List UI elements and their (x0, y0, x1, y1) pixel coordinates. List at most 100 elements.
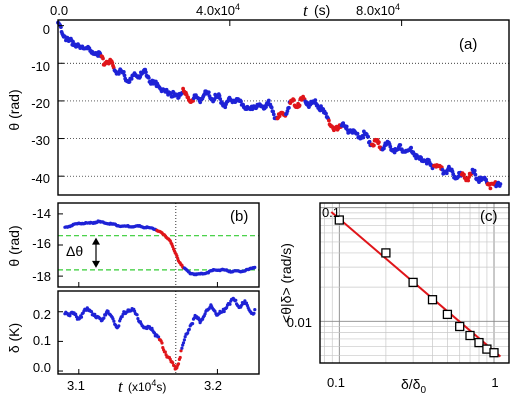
delta-theta-arrow-head-down (92, 260, 100, 268)
panel-c-data-point (427, 295, 438, 305)
panel-delta-data-point (172, 364, 176, 368)
panel-c-data-point (455, 321, 465, 332)
panel-a-data-point (129, 77, 134, 81)
panel-a-data-point (462, 172, 466, 177)
panel-b-ticks (58, 213, 218, 287)
panel-delta-data-point (244, 301, 249, 305)
panel-a-data-point (269, 105, 274, 110)
panel-a-ytick-label: 0 (43, 22, 50, 37)
panel-c-data-point (465, 330, 475, 341)
panel-a-data-point (271, 112, 276, 117)
panel-c-data-point (442, 309, 453, 320)
panel-a-data-point (271, 109, 275, 114)
panel-b-label: (b) (230, 208, 248, 225)
panel-c-data-point (381, 248, 391, 258)
panel-delta-data-point (182, 338, 186, 342)
panel-delta-data-point (176, 362, 181, 366)
panel-delta-data-point (234, 298, 238, 302)
panel-delta-data-point (112, 319, 116, 323)
panel-delta-data-point (171, 361, 175, 365)
panel-delta-data (63, 291, 257, 374)
panel-c-ytick-label: 0.1 (322, 205, 340, 220)
panel-a-data-point (146, 76, 151, 80)
panel-delta-data-point (253, 308, 257, 312)
panel-c-xlabel: δ/δ0 (401, 376, 426, 396)
panel-delta-data-point (191, 322, 195, 326)
panel-a-data-point (367, 139, 372, 144)
panel-a-xlabel-symbol: t (303, 1, 309, 20)
panel-delta-xtick-label: 3.1 (67, 378, 85, 393)
panel-b-ytick-label: -14 (32, 206, 51, 221)
panel-b-lower: 0.2 0.1 0.0 δ (K) 3.1 3.2 t (x104s) (6, 290, 260, 396)
panel-delta-data-point (133, 309, 137, 313)
panel-b-data-point (175, 254, 179, 258)
panel-a-data-point (324, 111, 328, 116)
panel-delta-data-point (181, 341, 186, 345)
panel-delta-xlabel-symbol: t (118, 377, 124, 396)
panel-delta-ytick-label: 0.0 (33, 360, 51, 375)
panel-a-data-point (101, 56, 105, 61)
panel-a-data-point (285, 109, 290, 113)
panel-delta-data-point (178, 355, 182, 360)
panel-delta-data-point (135, 313, 139, 317)
panel-delta-data-point (228, 302, 232, 306)
panel-delta-data-point (222, 309, 226, 314)
panel-a-data-point (488, 186, 493, 191)
panel-a-data-point (361, 135, 366, 140)
panel-delta-data-point (183, 335, 187, 339)
panel-delta-data-point (117, 324, 121, 328)
panel-delta-data-point (213, 309, 217, 313)
panel-a-data-point (419, 155, 423, 160)
panel-delta-data-point (79, 315, 84, 319)
panel-c-ylabel: <θ|δ> (rad/s) (278, 243, 294, 323)
panel-delta-data-point (102, 316, 106, 320)
panel-delta-ylabel: δ (K) (6, 323, 22, 353)
panel-b-data-point (176, 256, 180, 261)
delta-theta-annotation: Δθ (66, 243, 83, 259)
delta-theta-arrow-head-up (92, 237, 100, 245)
panel-a-data-point (473, 172, 478, 177)
panel-a-data (56, 20, 503, 191)
panel-a-grid (58, 62, 509, 177)
panel-delta-data-point (89, 310, 94, 314)
panel-a-xlabel-unit: (s) (314, 2, 330, 18)
panel-delta-data-point (179, 349, 183, 353)
panel-delta-frame (57, 290, 260, 375)
panel-delta-data-point (187, 327, 191, 331)
panel-a-ylabel: θ (rad) (6, 89, 22, 130)
panel-a-data-point (344, 124, 349, 129)
panel-a-ytick-label: -30 (31, 133, 50, 148)
panel-delta-ticks (58, 311, 218, 374)
panel-a-ytick-label: -10 (31, 59, 50, 74)
panel-a-data-point (355, 131, 360, 136)
panel-a-xtick-label: 4.0x104 (196, 2, 240, 18)
panel-a-ytick-label: -20 (31, 96, 50, 111)
panel-c-data-point (489, 348, 499, 358)
panel-a-data-point (424, 161, 429, 166)
panel-c-xtick-label: 1 (491, 375, 498, 390)
panel-a-data-point (377, 140, 381, 145)
panel-a-data-point (198, 100, 203, 105)
panel-delta-xlabel-unit: (x104s) (128, 378, 166, 394)
panel-a-data-point (122, 73, 127, 78)
panel-c-label: (c) (480, 208, 498, 225)
panel-c-data-point (474, 337, 484, 348)
panel-delta-data-point (186, 331, 190, 335)
panel-c-grid (320, 203, 509, 363)
panel-a-ticks (57, 20, 403, 177)
panel-c-data-point (334, 215, 344, 225)
panel-a-data-point (218, 97, 223, 101)
panel-a-data-point (144, 70, 148, 74)
panel-b-ytick-label: -16 (32, 236, 51, 251)
panel-a-xtick-label: 8.0x104 (356, 2, 400, 18)
panel-delta-data-point (203, 312, 207, 316)
panel-delta-data-point (68, 314, 72, 318)
panel-a-data-point (388, 144, 393, 149)
panel-delta-data-point (180, 346, 184, 350)
panel-a-data-point (239, 99, 243, 104)
panel-b-ytick-label: -18 (32, 269, 51, 284)
panel-a-data-point (292, 98, 296, 102)
panel-a-label: (a) (459, 36, 477, 53)
panel-b: -14 -16 -18 θ (rad) (b) Δθ (6, 202, 260, 288)
